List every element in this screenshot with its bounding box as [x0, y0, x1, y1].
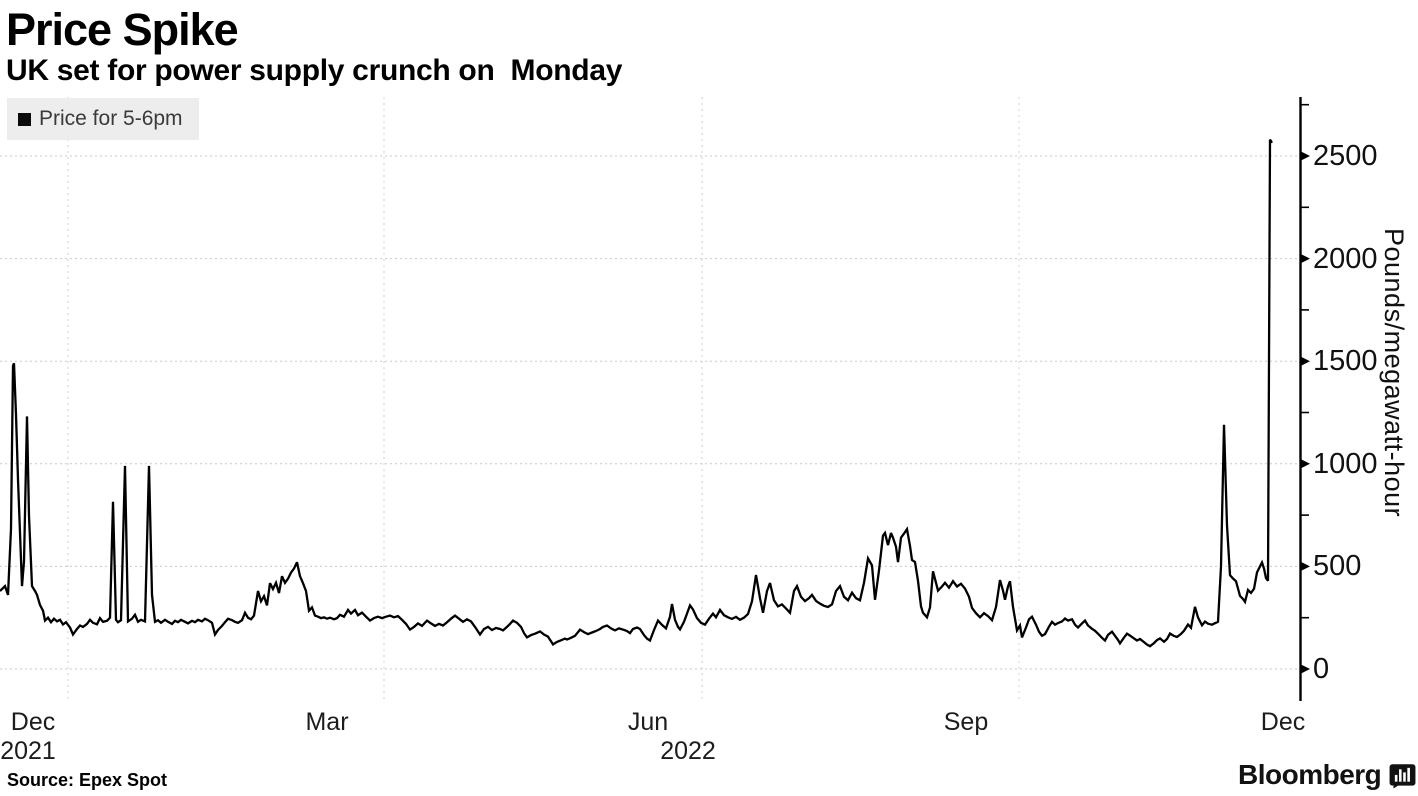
chart-subtitle: UK set for power supply crunch on Monday — [6, 54, 623, 87]
legend-swatch-icon — [18, 112, 31, 126]
y-axis-tick-arrow — [1301, 254, 1310, 264]
legend-label: Price for 5-6pm — [39, 107, 183, 130]
legend: Price for 5-6pm — [7, 98, 199, 140]
y-axis-tick-arrow — [1301, 561, 1310, 571]
y-axis-tick-arrow — [1301, 664, 1310, 674]
bloomberg-branding: Bloomberg — [1238, 759, 1416, 791]
bloomberg-wordmark: Bloomberg — [1238, 759, 1382, 790]
bloomberg-chart-icon — [1389, 763, 1416, 788]
source-note: Source: Epex Spot — [7, 770, 168, 790]
y-axis-tick-arrow — [1301, 356, 1310, 366]
y-axis-title: Pounds/megawatt-hour — [1379, 228, 1409, 518]
y-axis-tick-arrow — [1301, 151, 1310, 161]
chart-title: Price Spike — [6, 4, 239, 55]
y-axis-tick-arrow — [1301, 459, 1310, 469]
price-line-series — [0, 138, 1273, 648]
